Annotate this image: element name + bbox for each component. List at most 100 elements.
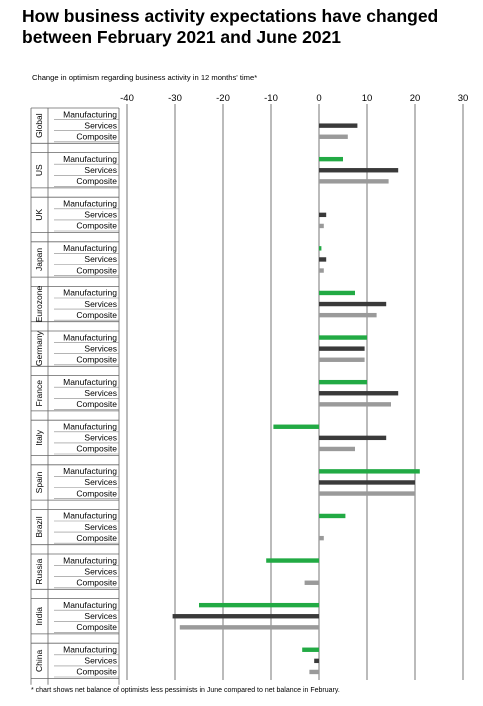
x-tick-label: -20 bbox=[216, 93, 230, 104]
bar-italy-composite bbox=[319, 446, 355, 452]
bar-italy-services bbox=[319, 435, 387, 441]
bar-brazil-manufacturing bbox=[319, 513, 346, 519]
sector-label: Composite bbox=[76, 310, 117, 320]
sector-label: Composite bbox=[76, 132, 117, 142]
x-tick-label: 30 bbox=[458, 93, 469, 104]
bar-brazil-composite bbox=[319, 535, 324, 541]
bar-uk-services bbox=[319, 212, 327, 218]
bar-india-services bbox=[172, 614, 319, 619]
x-axis: -40 -30 -20 -10 0 10 20 30 bbox=[120, 93, 468, 104]
sector-label: Services bbox=[84, 477, 117, 487]
gridlines bbox=[126, 104, 464, 680]
region-label: Eurozone bbox=[34, 286, 44, 323]
bar-japan-services bbox=[319, 257, 327, 262]
bar-germany-manufacturing bbox=[319, 335, 367, 340]
x-tick-label: -30 bbox=[168, 93, 182, 104]
sector-label: Composite bbox=[76, 578, 117, 588]
sector-label: Composite bbox=[76, 265, 117, 275]
bar-eurozone-composite bbox=[319, 312, 377, 318]
sector-label: Composite bbox=[76, 622, 117, 632]
bar-india-composite bbox=[179, 625, 319, 630]
sector-label: Composite bbox=[76, 667, 117, 677]
sector-label: Manufacturing bbox=[63, 109, 117, 119]
sector-label: Services bbox=[84, 254, 117, 264]
sector-label: Manufacturing bbox=[63, 511, 117, 521]
region-label: Russia bbox=[34, 558, 44, 584]
sector-label: Manufacturing bbox=[63, 243, 117, 253]
region-label: Germany bbox=[34, 330, 44, 366]
x-tick-label: 0 bbox=[316, 93, 321, 104]
x-tick-label: 10 bbox=[362, 93, 373, 104]
bar-us-services bbox=[319, 168, 399, 173]
bar-china-services bbox=[314, 658, 319, 664]
sector-label: Services bbox=[84, 120, 117, 130]
bar-china-composite bbox=[309, 669, 319, 675]
sector-label: Manufacturing bbox=[63, 466, 117, 476]
sector-label: Services bbox=[84, 343, 117, 353]
bar-uk-composite bbox=[319, 223, 324, 229]
sector-label: Services bbox=[84, 611, 117, 621]
x-tick-label: -40 bbox=[120, 93, 134, 104]
sector-label: Composite bbox=[76, 533, 117, 543]
sector-label: Services bbox=[84, 388, 117, 398]
sector-label: Composite bbox=[76, 488, 117, 498]
sector-label: Manufacturing bbox=[63, 377, 117, 387]
bar-russia-composite bbox=[304, 580, 319, 585]
bar-germany-composite bbox=[319, 357, 365, 362]
sector-label: Services bbox=[84, 522, 117, 532]
bar-france-manufacturing bbox=[319, 379, 367, 385]
sector-label: Services bbox=[84, 433, 117, 443]
bar-france-services bbox=[319, 391, 399, 396]
bar-germany-services bbox=[319, 346, 365, 351]
bar-us-manufacturing bbox=[319, 156, 343, 162]
region-label: Brazil bbox=[34, 516, 44, 537]
chart-subtitle: Change in optimism regarding business ac… bbox=[32, 73, 257, 82]
chart-title: How business activity expectations have … bbox=[22, 6, 439, 47]
x-tick-label: 20 bbox=[410, 93, 421, 104]
region-label: UK bbox=[34, 209, 44, 221]
bar-global-services bbox=[319, 123, 358, 128]
region-label: France bbox=[34, 380, 44, 407]
bar-india-manufacturing bbox=[199, 602, 319, 608]
sector-label: Manufacturing bbox=[63, 332, 117, 342]
bar-spain-services bbox=[319, 480, 415, 485]
sector-label: Manufacturing bbox=[63, 555, 117, 565]
sector-label: Composite bbox=[76, 444, 117, 454]
bar-eurozone-services bbox=[319, 301, 387, 307]
sector-label: Services bbox=[84, 656, 117, 666]
bar-eurozone-manufacturing bbox=[319, 290, 355, 296]
sector-label: Manufacturing bbox=[63, 645, 117, 655]
bar-france-composite bbox=[319, 402, 391, 407]
sector-label: Composite bbox=[76, 355, 117, 365]
region-label: China bbox=[34, 649, 44, 671]
bar-russia-manufacturing bbox=[266, 558, 319, 563]
bar-us-composite bbox=[319, 179, 389, 184]
sector-label: Composite bbox=[76, 221, 117, 231]
x-tick-label: -10 bbox=[264, 93, 278, 104]
bar-spain-composite bbox=[319, 491, 415, 496]
region-label: Spain bbox=[34, 471, 44, 493]
sector-label: Composite bbox=[76, 176, 117, 186]
sector-label: Manufacturing bbox=[63, 154, 117, 164]
bar-italy-manufacturing bbox=[273, 424, 319, 429]
bar-spain-manufacturing bbox=[319, 469, 420, 474]
bars bbox=[172, 123, 420, 675]
sector-label: Manufacturing bbox=[63, 199, 117, 209]
sector-label: Services bbox=[84, 299, 117, 309]
region-label: US bbox=[34, 164, 44, 176]
sector-label: Services bbox=[84, 210, 117, 220]
sector-label: Services bbox=[84, 165, 117, 175]
region-label: Japan bbox=[34, 248, 44, 271]
category-labels: Global ManufacturingServicesCompositeUSMa… bbox=[30, 107, 120, 685]
bar-japan-composite bbox=[319, 268, 324, 273]
bar-japan-manufacturing bbox=[319, 246, 322, 251]
sector-label: Composite bbox=[76, 399, 117, 409]
sector-label: Manufacturing bbox=[63, 288, 117, 298]
sector-label: Services bbox=[84, 566, 117, 576]
chart-footnote: * chart shows net balance of optimists l… bbox=[31, 687, 340, 694]
sector-label: Manufacturing bbox=[63, 600, 117, 610]
bar-global-composite bbox=[319, 134, 348, 139]
sector-label: Manufacturing bbox=[63, 422, 117, 432]
bar-china-manufacturing bbox=[302, 647, 319, 652]
